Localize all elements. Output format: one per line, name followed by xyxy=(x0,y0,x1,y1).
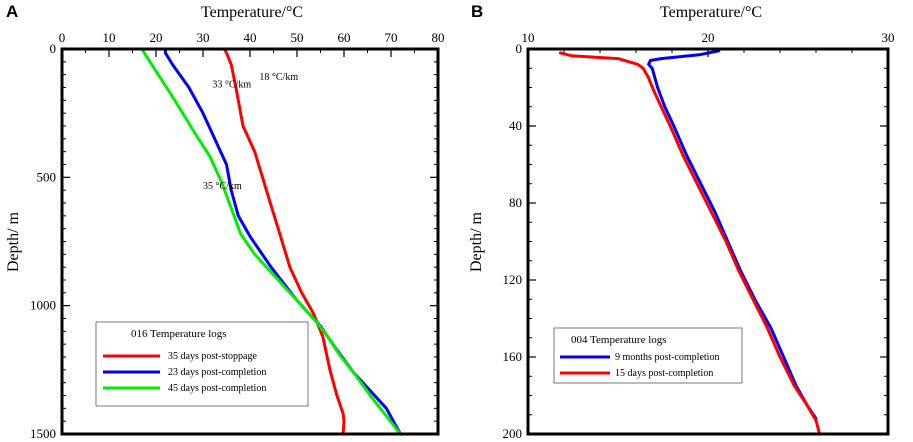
panel-a-series-lines xyxy=(124,47,402,436)
panel-a-x-tick-label: 80 xyxy=(432,30,445,45)
panel-a-x-tick-label: 60 xyxy=(338,30,351,45)
panel-b-x-tick-label: 20 xyxy=(702,30,715,45)
panel-a-y-tick-label: 1500 xyxy=(30,426,56,441)
panel-b-y-axis-title: Depth/ m xyxy=(468,211,485,272)
panel-a: A Temperature/°C Depth/ m 0 10 20 30 40 50 60 7… xyxy=(5,2,445,441)
panel-a-y-tick-label: 500 xyxy=(37,169,57,184)
legend-entry-9-months-post-completion: 9 months post-completion xyxy=(615,352,719,363)
gradient-annotation-18: 18 °C/km xyxy=(259,72,298,83)
legend-entry-45-days-post-completion: 45 days post-completion xyxy=(168,383,266,394)
panel-b-plot-frame xyxy=(526,47,890,436)
panel-b-legend-title: 004 Temperature logs xyxy=(571,334,667,346)
panel-b-y-tick-label: 160 xyxy=(503,349,523,364)
panel-a-legend: 016 Temperature logs 35 days post-stoppa… xyxy=(95,321,309,407)
panel-b-x-axis-title: Temperature/°C xyxy=(660,4,762,21)
panel-b-legend: 004 Temperature logs 9 months post-compl… xyxy=(553,327,743,384)
panel-a-label: A xyxy=(6,2,18,21)
panel-a-legend-title: 016 Temperature logs xyxy=(131,328,227,340)
series-line-9-months-post-completion xyxy=(647,47,818,421)
panel-a-x-tick-label: 40 xyxy=(244,30,257,45)
gradient-annotation-33: 33 °C/km xyxy=(212,80,251,91)
panel-b-y-tick-label: 120 xyxy=(503,272,523,287)
panel-b: B Temperature/°C Depth/ m 10 20 30 0 40 80 120… xyxy=(468,2,895,441)
panel-a-y-axis-title: Depth/ m xyxy=(5,211,22,272)
panel-a-x-tick-label: 0 xyxy=(59,30,66,45)
legend-entry-15-days-post-completion: 15 days post-completion xyxy=(615,368,713,379)
panel-a-legend-box xyxy=(95,321,309,407)
panel-a-annotations: 18 °C/km 33 °C/km 35 °C/km xyxy=(203,72,298,192)
panel-b-y-tick-label: 0 xyxy=(516,41,523,56)
panel-a-x-tick-label: 20 xyxy=(150,30,163,45)
panel-b-x-tick-label: 30 xyxy=(882,30,895,45)
panel-a-plot-frame xyxy=(60,47,440,436)
panel-a-x-tick-label: 50 xyxy=(291,30,304,45)
panel-b-series-lines xyxy=(558,47,822,436)
panel-b-y-tick-label: 200 xyxy=(503,426,523,441)
legend-entry-35-days-post-stoppage: 35 days post-stoppage xyxy=(168,351,257,362)
panel-b-y-tick-label: 40 xyxy=(509,118,522,133)
panel-b-label: B xyxy=(471,2,483,21)
panel-a-y-tick-label: 0 xyxy=(50,41,57,56)
panel-b-x-tick-label: 10 xyxy=(522,30,535,45)
panel-a-y-tick-label: 1000 xyxy=(30,298,56,313)
panel-b-y-tick-label: 80 xyxy=(509,195,522,210)
gradient-annotation-35: 35 °C/km xyxy=(203,181,242,192)
series-line-45-days-post-completion xyxy=(124,47,402,436)
series-line-15-days-post-completion xyxy=(558,51,822,436)
panel-a-x-tick-label: 30 xyxy=(197,30,210,45)
panel-a-x-axis-title: Temperature/°C xyxy=(201,4,303,21)
legend-entry-23-days-post-completion: 23 days post-completion xyxy=(168,367,266,378)
panel-a-x-tick-label: 10 xyxy=(103,30,116,45)
series-line-35-days-post-stoppage xyxy=(222,47,346,436)
panel-a-x-tick-label: 70 xyxy=(385,30,398,45)
